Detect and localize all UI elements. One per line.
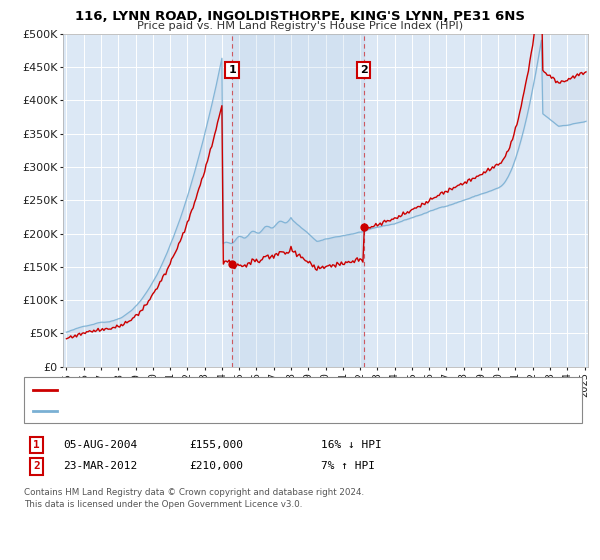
Text: 05-AUG-2004: 05-AUG-2004	[63, 440, 137, 450]
Text: £210,000: £210,000	[189, 461, 243, 472]
Text: 1: 1	[228, 66, 236, 75]
Text: 7% ↑ HPI: 7% ↑ HPI	[321, 461, 375, 472]
Text: This data is licensed under the Open Government Licence v3.0.: This data is licensed under the Open Gov…	[24, 500, 302, 508]
Bar	[232, 34, 364, 367]
Text: 2: 2	[33, 461, 40, 472]
Text: 2: 2	[360, 66, 368, 75]
Text: 1: 1	[33, 440, 40, 450]
Text: 116, LYNN ROAD, INGOLDISTHORPE, KING'S LYNN, PE31 6NS (detached house): 116, LYNN ROAD, INGOLDISTHORPE, KING'S L…	[60, 385, 469, 395]
Text: 16% ↓ HPI: 16% ↓ HPI	[321, 440, 382, 450]
Text: Price paid vs. HM Land Registry's House Price Index (HPI): Price paid vs. HM Land Registry's House …	[137, 21, 463, 31]
Text: Contains HM Land Registry data © Crown copyright and database right 2024.: Contains HM Land Registry data © Crown c…	[24, 488, 364, 497]
Text: HPI: Average price, detached house, King's Lynn and West Norfolk: HPI: Average price, detached house, King…	[60, 407, 404, 416]
Text: 116, LYNN ROAD, INGOLDISTHORPE, KING'S LYNN, PE31 6NS: 116, LYNN ROAD, INGOLDISTHORPE, KING'S L…	[75, 10, 525, 23]
Text: £155,000: £155,000	[189, 440, 243, 450]
Text: 23-MAR-2012: 23-MAR-2012	[63, 461, 137, 472]
